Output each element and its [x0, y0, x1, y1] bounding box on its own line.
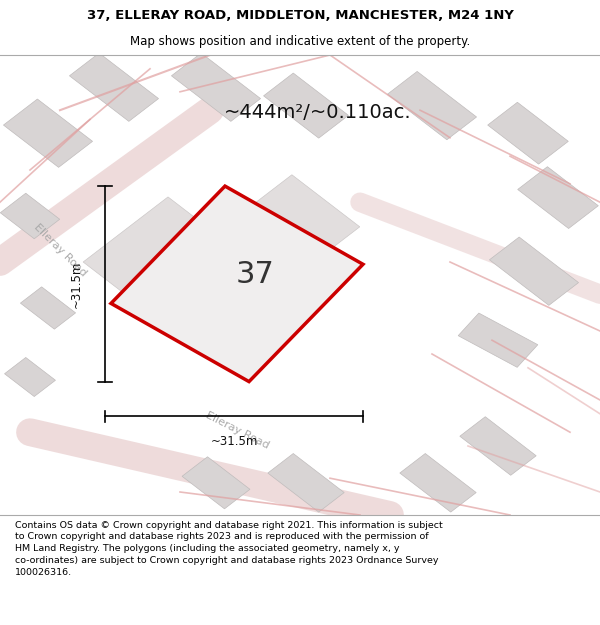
Polygon shape	[1, 193, 59, 239]
Polygon shape	[172, 53, 260, 121]
Text: 37: 37	[236, 260, 274, 289]
Polygon shape	[5, 357, 55, 396]
Polygon shape	[488, 102, 568, 164]
Text: ~31.5m: ~31.5m	[70, 260, 83, 308]
Polygon shape	[268, 454, 344, 512]
Polygon shape	[182, 457, 250, 509]
Polygon shape	[111, 186, 363, 382]
Polygon shape	[388, 71, 476, 140]
Polygon shape	[460, 417, 536, 475]
Polygon shape	[263, 73, 349, 138]
Polygon shape	[20, 287, 76, 329]
Text: Elleray Road: Elleray Road	[32, 222, 88, 279]
Text: Map shows position and indicative extent of the property.: Map shows position and indicative extent…	[130, 35, 470, 48]
Text: Elleray Road: Elleray Road	[203, 409, 271, 450]
Polygon shape	[490, 237, 578, 306]
Text: Contains OS data © Crown copyright and database right 2021. This information is : Contains OS data © Crown copyright and d…	[15, 521, 443, 577]
Polygon shape	[4, 99, 92, 168]
Polygon shape	[228, 175, 360, 276]
Text: 37, ELLERAY ROAD, MIDDLETON, MANCHESTER, M24 1NY: 37, ELLERAY ROAD, MIDDLETON, MANCHESTER,…	[86, 9, 514, 22]
Polygon shape	[458, 313, 538, 368]
Polygon shape	[70, 53, 158, 121]
Text: ~444m²/~0.110ac.: ~444m²/~0.110ac.	[224, 103, 412, 122]
Polygon shape	[400, 454, 476, 512]
Polygon shape	[83, 197, 253, 327]
Polygon shape	[518, 167, 598, 229]
Text: ~31.5m: ~31.5m	[211, 435, 257, 448]
